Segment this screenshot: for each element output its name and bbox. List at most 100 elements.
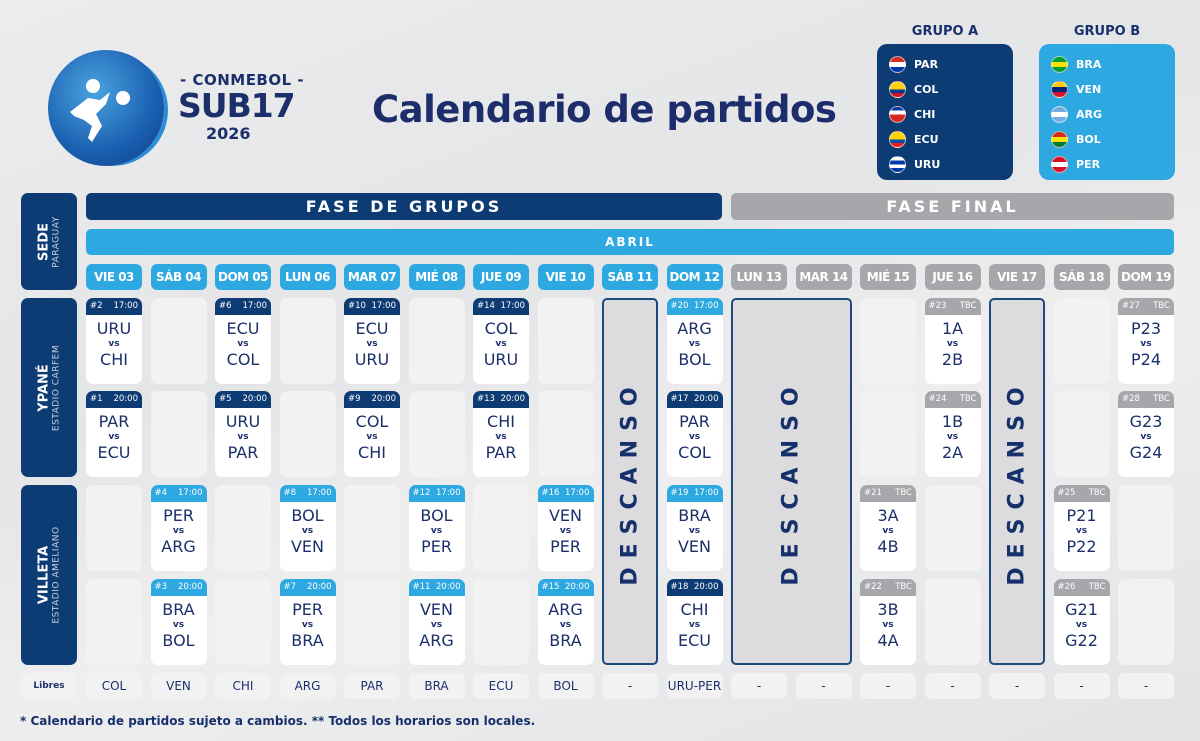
libres-label: Libres [21, 673, 77, 699]
empty-slot [408, 298, 465, 384]
match-number: #12 [412, 488, 431, 498]
match-card[interactable]: #26 TBC G21 vs G22 [1053, 579, 1110, 665]
vs-label: vs [1075, 620, 1088, 630]
match-time: TBC [1153, 301, 1170, 311]
match-card[interactable]: #16 17:00 VEN vs PER [537, 485, 594, 571]
match-card[interactable]: #7 20:00 PER vs BRA [279, 579, 336, 665]
match-card[interactable]: #17 20:00 PAR vs COL [666, 391, 723, 477]
match-card[interactable]: #27 TBC P23 vs P24 [1118, 298, 1174, 384]
vs-label: vs [237, 339, 249, 349]
empty-slot [344, 579, 400, 665]
match-header: #18 20:00 [666, 579, 723, 596]
match-card[interactable]: #3 20:00 BRA vs BOL [150, 579, 207, 665]
match-card[interactable]: #24 TBC 1B vs 2A [924, 391, 981, 477]
away-team: ARG [161, 537, 196, 556]
vs-label: vs [172, 620, 185, 630]
match-card[interactable]: #9 20:00 COL vs CHI [344, 391, 400, 477]
home-team: 1A [941, 319, 964, 338]
flag-bra-icon [1051, 56, 1068, 73]
team-code: PAR [914, 58, 939, 71]
free-team: - [989, 673, 1045, 699]
empty-slot [473, 485, 529, 571]
free-team: URU-PER [666, 673, 723, 699]
match-card[interactable]: #18 20:00 CHI vs ECU [666, 579, 723, 665]
vs-label: vs [495, 339, 507, 349]
rest-day-block: DESCANSO [602, 298, 658, 665]
match-card[interactable]: #8 17:00 BOL vs VEN [279, 485, 336, 571]
away-team: COL [226, 350, 260, 369]
sede-country: PARAGUAY [51, 215, 62, 268]
match-card[interactable]: #23 TBC 1A vs 2B [924, 298, 981, 384]
match-time: 20:00 [565, 582, 590, 592]
match-card[interactable]: #28 TBC G23 vs G24 [1118, 391, 1174, 477]
match-time: 17:00 [113, 301, 139, 311]
flag-per-icon [1051, 156, 1068, 173]
free-team: BOL [537, 673, 594, 699]
vs-label: vs [946, 339, 959, 349]
match-card[interactable]: #20 17:00 ARG vs BOL [666, 298, 723, 384]
home-team: VEN [548, 506, 583, 525]
match-card[interactable]: #12 17:00 BOL vs PER [408, 485, 465, 571]
vs-label: vs [688, 339, 701, 349]
match-number: #8 [283, 488, 297, 498]
day-header: VIE 10 [537, 264, 594, 290]
rest-label: DESCANSO [617, 377, 643, 586]
match-card[interactable]: #6 17:00 ECU vs COL [215, 298, 271, 384]
group-team: ECU [889, 127, 1013, 152]
match-card[interactable]: #1 20:00 PAR vs ECU [86, 391, 142, 477]
empty-slot [1118, 579, 1174, 665]
match-card[interactable]: #21 TBC 3A vs 4B [860, 485, 916, 571]
match-header: #12 17:00 [408, 485, 465, 502]
team-code: COL [914, 83, 939, 96]
match-time: 20:00 [694, 582, 719, 592]
home-team: ARG [548, 600, 583, 619]
team-code: PER [1076, 158, 1101, 171]
home-team: BOL [420, 506, 453, 525]
match-header: #8 17:00 [279, 485, 336, 502]
away-team: CHI [358, 443, 386, 462]
team-code: BOL [1076, 133, 1101, 146]
match-time: 17:00 [242, 301, 268, 311]
free-team: PAR [344, 673, 400, 699]
match-card[interactable]: #11 20:00 VEN vs ARG [408, 579, 465, 665]
page-title: Calendario de partidos [372, 88, 837, 131]
match-time: 20:00 [113, 394, 139, 404]
match-time: TBC [1088, 582, 1106, 592]
empty-slot [150, 298, 207, 384]
home-team: PAR [98, 412, 130, 431]
day-header: SÁB 11 [602, 264, 658, 290]
empty-slot [344, 485, 400, 571]
match-number: #27 [1122, 301, 1140, 311]
away-team: BOL [678, 350, 711, 369]
match-card[interactable]: #4 17:00 PER vs ARG [150, 485, 207, 571]
free-team: ECU [473, 673, 529, 699]
match-header: #24 TBC [924, 391, 981, 408]
empty-slot [1118, 485, 1174, 571]
match-number: #22 [864, 582, 882, 592]
day-header: MIÉ 08 [408, 264, 465, 290]
free-team: - [731, 673, 787, 699]
match-card[interactable]: #2 17:00 URU vs CHI [86, 298, 142, 384]
venue-name: VILLETA [36, 545, 52, 605]
home-team: 3A [877, 506, 899, 525]
empty-slot [924, 579, 981, 665]
match-card[interactable]: #19 17:00 BRA vs VEN [666, 485, 723, 571]
match-card[interactable]: #15 20:00 ARG vs BRA [537, 579, 594, 665]
match-card[interactable]: #13 20:00 CHI vs PAR [473, 391, 529, 477]
away-team: P24 [1130, 350, 1161, 369]
sede-label: SEDE PARAGUAY [21, 193, 77, 290]
match-card[interactable]: #5 20:00 URU vs PAR [215, 391, 271, 477]
match-header: #9 20:00 [344, 391, 400, 408]
match-header: #3 20:00 [150, 579, 207, 596]
match-card[interactable]: #22 TBC 3B vs 4A [860, 579, 916, 665]
match-card[interactable]: #10 17:00 ECU vs URU [344, 298, 400, 384]
match-card[interactable]: #25 TBC P21 vs P22 [1053, 485, 1110, 571]
match-number: #26 [1057, 582, 1076, 592]
match-card[interactable]: #14 17:00 COL vs URU [473, 298, 529, 384]
match-number: #28 [1122, 394, 1140, 404]
match-number: #2 [90, 301, 103, 311]
venue-ypane: YPANÉ ESTADIO CARFEM [21, 298, 77, 477]
match-header: #19 17:00 [666, 485, 723, 502]
vs-label: vs [301, 620, 314, 630]
group-title: GRUPO B [1073, 24, 1141, 39]
